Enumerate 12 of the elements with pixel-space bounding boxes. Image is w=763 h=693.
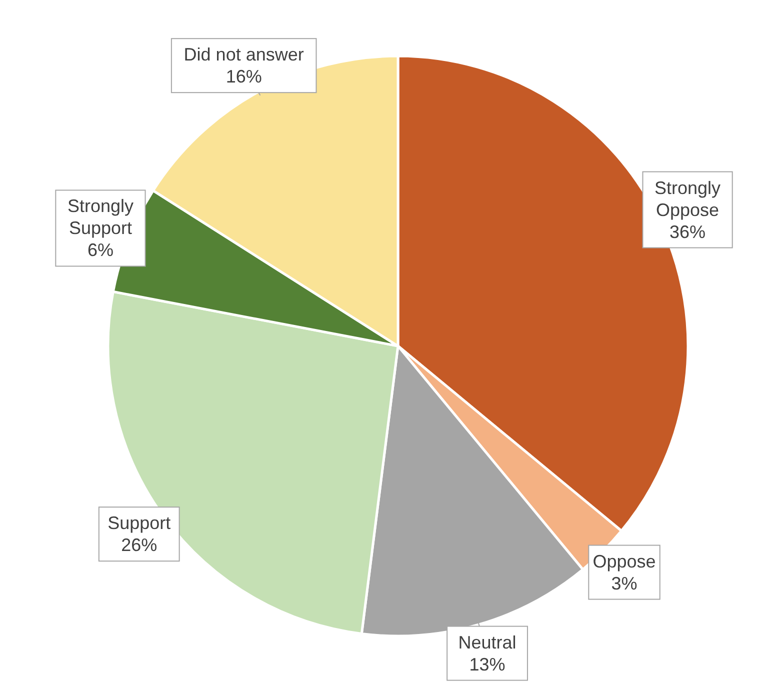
slice-label: Did not answer (184, 44, 304, 65)
slice-label: Oppose (592, 551, 656, 572)
data-label: 3% (611, 573, 638, 594)
data-label: 16% (226, 66, 262, 87)
slice-label: Strongly Oppose (654, 178, 721, 220)
slice-label: Strongly Support (67, 196, 134, 238)
data-label: 13% (469, 654, 506, 674)
data-label: 36% (670, 222, 706, 242)
slice-label: Support (108, 513, 171, 534)
data-label: 6% (87, 240, 114, 260)
slice-label: Neutral (458, 632, 516, 652)
data-label: 26% (121, 535, 158, 556)
